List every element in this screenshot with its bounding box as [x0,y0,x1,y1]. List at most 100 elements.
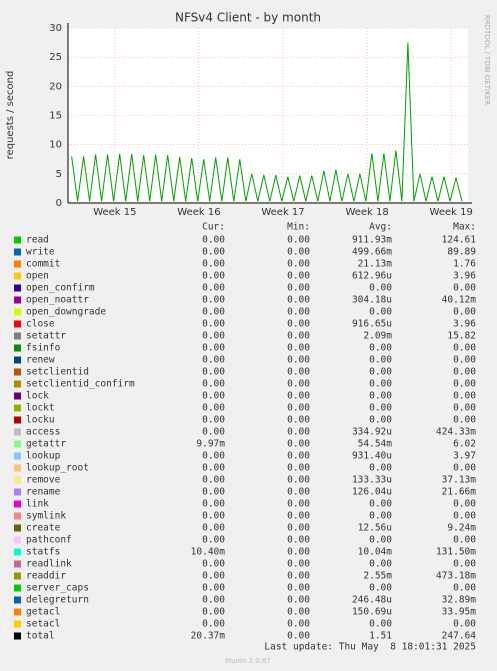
legend-value: 0.00 [453,511,476,522]
legend-name: access [26,427,60,438]
legend-value: 0.00 [369,283,392,294]
legend-swatch [14,632,21,640]
legend-swatch [14,248,21,256]
legend-value: 0.00 [369,559,392,570]
legend-value: 2.55m [363,571,392,582]
legend-value: 0.00 [202,523,225,534]
legend-value: 0.00 [453,559,476,570]
legend-value: 3.96 [453,271,476,282]
legend-value: 0.00 [287,403,310,414]
legend-swatch [14,416,21,424]
legend-value: 0.00 [202,559,225,570]
legend-value: 0.00 [287,571,310,582]
legend-value: 0.00 [287,379,310,390]
legend-value: 0.00 [202,367,225,378]
legend-value: 21.13m [358,259,393,270]
legend-swatch [14,368,21,376]
legend-swatch [14,524,21,532]
legend-value: 0.00 [202,343,225,354]
legend-value: 0.00 [453,583,476,594]
legend-swatch [14,284,21,292]
legend-value: 0.00 [287,523,310,534]
legend-name: getacl [26,607,60,618]
legend-value: 0.00 [202,487,225,498]
legend-value: 0.00 [287,271,310,282]
legend-value: 0.00 [287,307,310,318]
legend-value: 0.00 [369,535,392,546]
y-axis-label: requests / second [5,71,16,160]
legend-value: 0.00 [287,331,310,342]
legend-value: 499.66m [352,247,392,258]
legend-swatch [14,236,21,244]
legend-value: 0.00 [287,415,310,426]
legend-value: 20.37m [191,631,226,642]
legend-value: 0.00 [453,463,476,474]
legend-value: 0.00 [287,463,310,474]
legend-value: 0.00 [202,619,225,630]
legend-value: 424.33m [436,427,476,438]
legend-value: 0.00 [202,451,225,462]
chart-title: NFSv4 Client - by month [175,11,321,25]
legend-swatch [14,452,21,460]
legend-value: 9.97m [196,439,225,450]
legend-value: 3.96 [453,319,476,330]
legend-value: 0.00 [287,235,310,246]
legend-value: 612.96u [352,271,392,282]
legend-value: 131.50m [436,547,476,558]
legend-value: 40.12m [442,295,477,306]
y-tick-label: 15 [49,111,62,122]
legend-name: symlink [26,511,66,522]
legend-value: 0.00 [287,583,310,594]
legend-name: getattr [26,439,66,450]
legend-name: setclientid_confirm [26,379,135,390]
legend-name: setclientid [26,367,89,378]
legend-swatch [14,476,21,484]
last-update: Last update: Thu May 8 18:01:31 2025 [264,642,476,653]
y-tick-label: 30 [49,23,62,34]
x-tick-label: Week 16 [177,207,220,218]
legend-value: 37.13m [442,475,477,486]
legend-header: Max: [453,222,476,233]
legend-value: 0.00 [287,487,310,498]
x-tick-label: Week 18 [345,207,388,218]
legend-value: 304.18u [352,295,392,306]
legend-value: 0.00 [202,427,225,438]
legend-swatch [14,320,21,328]
legend-name: statfs [26,547,60,558]
legend-value: 0.00 [202,391,225,402]
footer: Munin 2.0.67 [225,657,271,665]
legend-value: 0.00 [202,499,225,510]
legend-value: 0.00 [453,307,476,318]
legend-name: rename [26,487,61,498]
legend-header: Avg: [369,222,392,233]
legend-value: 0.00 [287,619,310,630]
legend-value: 0.00 [287,367,310,378]
legend-swatch [14,596,21,604]
legend-value: 21.66m [442,487,477,498]
legend-value: 10.40m [191,547,226,558]
watermark: RRDTOOL / TOBI OETIKER [483,15,491,105]
legend-value: 0.00 [202,331,225,342]
legend-name: renew [26,355,55,366]
legend-header: Cur: [202,222,225,233]
legend-name: delegreturn [26,595,89,606]
legend-value: 0.00 [369,499,392,510]
legend-value: 0.00 [287,451,310,462]
legend-name: lookup_root [26,463,89,474]
legend-name: read [26,235,49,246]
legend-value: 2.09m [363,331,392,342]
legend-value: 0.00 [369,619,392,630]
legend-value: 15.82 [447,331,476,342]
legend-name: open_confirm [26,283,95,294]
legend-swatch [14,272,21,280]
legend-value: 0.00 [453,355,476,366]
legend-value: 0.00 [369,367,392,378]
legend-value: 0.00 [202,319,225,330]
legend-value: 3.97 [453,451,476,462]
legend-name: open [26,271,49,282]
legend-value: 0.00 [287,247,310,258]
legend-name: setacl [26,619,60,630]
legend-value: 911.93m [352,235,392,246]
y-tick-label: 25 [49,52,62,63]
